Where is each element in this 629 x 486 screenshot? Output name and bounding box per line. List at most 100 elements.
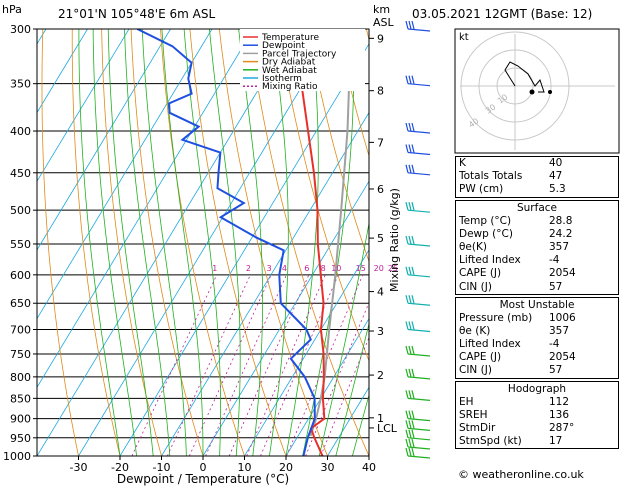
wet-adiabat-line	[335, 322, 369, 456]
storm-motion-marker	[548, 90, 552, 94]
index-label: CIN (J)	[459, 364, 492, 377]
temperature-tick-label: 10	[238, 461, 252, 474]
mixing-ratio-line	[167, 274, 251, 456]
dry-adiabat-line	[277, 29, 369, 362]
index-value: 57	[549, 280, 563, 293]
isotherm-line	[161, 111, 369, 456]
temperature-tick-label: -10	[153, 461, 171, 474]
mixing-ratio-label: 25	[388, 264, 398, 273]
mixing-ratio-label: 3	[267, 264, 272, 273]
wind-barb	[405, 144, 431, 156]
pressure-tick-label: 550	[10, 238, 31, 251]
isotherm-line	[119, 43, 369, 456]
index-row: StmSpd (kt) 17	[456, 435, 618, 448]
date-title: 03.05.2021 12GMT (Base: 12)	[412, 7, 592, 21]
isotherm-line	[37, 29, 88, 114]
wind-barb	[405, 266, 431, 278]
lcl-label: LCL	[377, 422, 398, 435]
index-row: Totals Totals 47	[456, 170, 618, 183]
wet-adiabat-line	[285, 29, 319, 456]
wind-barb	[405, 438, 431, 450]
index-row: StmDir 287°	[456, 422, 618, 435]
wet-adiabat-line	[209, 29, 241, 456]
dry-adiabat-line	[71, 29, 121, 456]
isotherm-line	[78, 29, 337, 456]
legend-label: Isotherm	[262, 74, 302, 84]
pressure-tick-label: 700	[10, 324, 31, 337]
asl-axis-label: ASL	[373, 16, 395, 29]
index-label: CAPE (J)	[459, 351, 502, 364]
index-value: 24.2	[549, 227, 573, 240]
height-tick-label: 5	[377, 232, 384, 245]
mixing-ratio-line	[246, 274, 326, 456]
most-unstable-box: Most Unstable Pressure (mb) 1006 θe (K) 357…	[455, 296, 619, 379]
pressure-tick-label: 600	[10, 269, 31, 282]
mixing-ratio-label: 20	[374, 264, 384, 273]
x-axis-title: Dewpoint / Temperature (°C)	[117, 472, 289, 486]
height-tick-label: 8	[377, 85, 384, 98]
isotherm-line	[37, 29, 296, 456]
wet-adiabat-line	[318, 221, 369, 456]
wet-adiabat-line	[124, 29, 171, 456]
pressure-tick-label: 1000	[3, 450, 31, 463]
dry-adiabat-line	[160, 29, 245, 456]
legend-label: Mixing Ratio	[262, 82, 318, 92]
pressure-tick-label: 300	[10, 23, 31, 36]
legend-label: Dry Adiabat	[262, 58, 316, 68]
index-value: 2054	[549, 267, 576, 280]
index-label: θe (K)	[459, 324, 491, 337]
wet-adiabat-line	[352, 393, 369, 456]
wind-barb	[405, 235, 431, 247]
index-value: 40	[549, 157, 563, 169]
pressure-tick-label: 950	[10, 432, 31, 445]
legend-label: Dewpoint	[262, 41, 305, 51]
index-row: PW (cm) 5.3	[456, 183, 618, 196]
dry-adiabat-line	[218, 29, 328, 456]
index-value: 5.3	[549, 183, 566, 196]
wind-barb	[405, 447, 431, 459]
mixing-ratio-line	[228, 274, 310, 456]
stability-indices-box: K 40 Totals Totals 47 PW (cm) 5.3	[455, 156, 619, 198]
pressure-tick-label: 650	[10, 297, 31, 310]
temperature-tick-label: -20	[111, 461, 129, 474]
temperature-tick-label: -30	[70, 461, 88, 474]
index-value: 1006	[549, 311, 576, 324]
hodograph-unit: kt	[459, 32, 469, 43]
index-label: CIN (J)	[459, 280, 492, 293]
wet-adiabat-line	[78, 29, 121, 456]
index-value: 2054	[549, 351, 576, 364]
pressure-tick-label: 450	[10, 167, 31, 180]
legend-label: Parcel Trajectory	[262, 49, 337, 59]
index-value: 112	[549, 395, 570, 408]
index-row: CAPE (J) 2054	[456, 267, 618, 280]
mixing-ratio-line	[205, 274, 287, 456]
parcel-trajectory-line	[309, 29, 351, 437]
surface-title: Surface	[516, 201, 557, 214]
temperature-tick-label: 0	[200, 461, 207, 474]
wet-adiabat-line	[161, 29, 204, 456]
height-tick-label: 9	[377, 32, 384, 45]
legend-label: Temperature	[261, 33, 319, 43]
height-tick-label: 2	[377, 369, 384, 382]
mixing-ratio-label: 2	[246, 264, 251, 273]
index-row: CIN (J) 57	[456, 364, 618, 377]
index-label: θe(K)	[459, 240, 487, 253]
footer-credit: © weatheronline.co.uk	[458, 468, 584, 481]
isotherm-line	[37, 29, 254, 389]
wind-barb	[405, 122, 431, 134]
temperature-tick-label: 30	[321, 461, 335, 474]
most-unstable-title: Most Unstable	[499, 298, 575, 311]
height-tick-label: 3	[377, 325, 384, 338]
isotherm-line	[0, 29, 5, 456]
wind-barb	[405, 321, 431, 333]
storm-motion-marker	[529, 89, 535, 95]
index-row: CIN (J) 57	[456, 281, 618, 294]
index-value: 136	[549, 408, 570, 421]
hodograph-trace	[504, 61, 545, 93]
index-label: StmDir	[459, 422, 496, 434]
index-row: θe(K) 357	[456, 241, 618, 254]
wind-barb	[405, 75, 431, 87]
dry-adiabat-line	[130, 29, 204, 456]
